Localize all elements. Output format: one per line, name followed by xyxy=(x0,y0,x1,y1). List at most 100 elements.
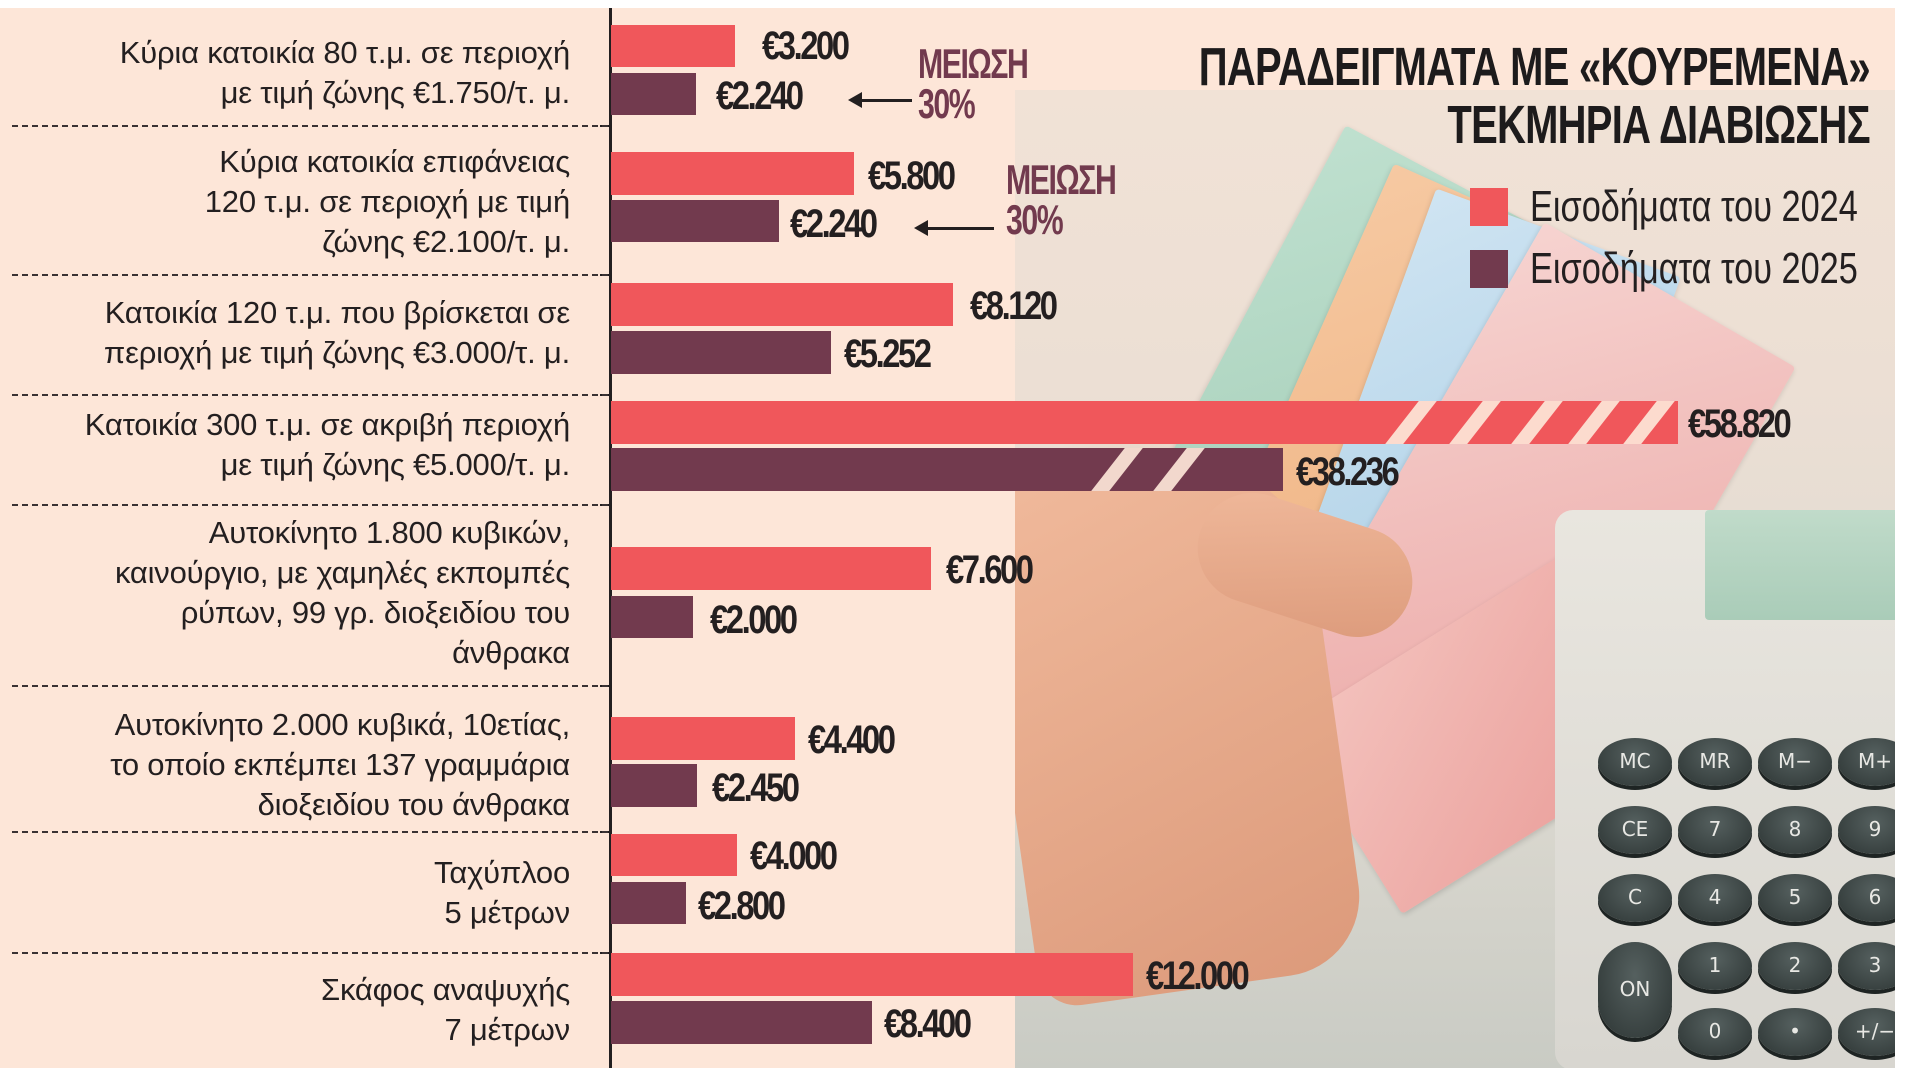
row-label: Αυτοκίνητο 2.000 κυβικά, 10ετίας, το οπο… xyxy=(110,705,570,825)
legend-label-2024: Εισοδήματα του 2024 xyxy=(1530,182,1858,231)
bar-2025 xyxy=(611,331,831,374)
calc-key: +/− xyxy=(1838,1008,1895,1056)
value-2024: €5.800 xyxy=(868,154,956,198)
legend-label-2025: Εισοδήματα του 2025 xyxy=(1530,244,1858,293)
row-separator xyxy=(12,952,608,954)
value-2025: €5.252 xyxy=(844,332,932,376)
value-2024: €4.400 xyxy=(808,718,896,762)
bar-2025 xyxy=(611,882,686,924)
reduction-percent: 30% xyxy=(918,80,976,127)
row-label-line: με τιμή ζώνης €5.000/τ. μ. xyxy=(220,447,571,482)
row-label-line: 5 μέτρων xyxy=(444,895,570,930)
bar-2024-broken xyxy=(611,401,1678,444)
calc-key: MC xyxy=(1598,738,1672,786)
row-label-line: ρύπων, 99 γρ. διοξειδίου του xyxy=(180,595,570,630)
row-label-line: καινούργιο, με χαμηλές εκπομπές xyxy=(114,555,570,590)
bar-2024 xyxy=(611,834,737,876)
category-axis xyxy=(609,8,612,1068)
bar-2024 xyxy=(611,25,735,67)
calc-key: 5 xyxy=(1758,874,1832,922)
value-2024: €12.000 xyxy=(1146,954,1250,998)
row-label-line: Αυτοκίνητο 1.800 κυβικών, xyxy=(208,515,570,550)
calc-key: 4 xyxy=(1678,874,1752,922)
calc-key: • xyxy=(1758,1008,1832,1056)
value-2024: €4.000 xyxy=(750,834,838,878)
calc-key: 6 xyxy=(1838,874,1895,922)
calc-key: M+ xyxy=(1838,738,1895,786)
value-2025: €2.450 xyxy=(712,766,800,810)
row-label-line: Κύρια κατοικία επιφάνειας xyxy=(219,144,570,179)
value-2025: €38.236 xyxy=(1296,450,1400,494)
calc-key: 7 xyxy=(1678,806,1752,854)
row-separator xyxy=(12,394,608,396)
legend-swatch-2024 xyxy=(1470,188,1508,226)
row-label: Κύρια κατοικία 80 τ.μ. σε περιοχή με τιμ… xyxy=(120,33,570,113)
row-label-line: 120 τ.μ. σε περιοχή με τιμή xyxy=(204,184,570,219)
legend-swatch-2025 xyxy=(1470,250,1508,288)
bar-2024 xyxy=(611,717,795,760)
background-photo: MC MR M− M+ CE 7 8 9 C 4 5 6 ON 1 2 3 0 … xyxy=(1015,90,1895,1068)
row-separator xyxy=(12,685,608,687)
reduction-label: ΜΕΙΩΣΗ xyxy=(918,40,1029,87)
reduction-annotation: ΜΕΙΩΣΗ 30% xyxy=(918,40,1029,127)
chart-title: ΠΑΡΑΔΕΙΓΜΑΤΑ ΜΕ «ΚΟΥΡΕΜΕΝΑ» ΤΕΚΜΗΡΙΑ ΔΙΑ… xyxy=(1198,37,1871,155)
row-label-line: Ταχύπλοο xyxy=(434,855,570,890)
arrow-left-icon xyxy=(848,92,912,108)
row-label-line: 7 μέτρων xyxy=(444,1012,570,1047)
bar-2024 xyxy=(611,547,931,590)
calc-key: C xyxy=(1598,874,1672,922)
value-2024: €7.600 xyxy=(946,548,1034,592)
bar-2025 xyxy=(611,200,779,242)
value-2024: €58.820 xyxy=(1688,402,1792,446)
row-separator xyxy=(12,504,608,506)
row-label: Κατοικία 120 τ.μ. που βρίσκεται σε περιο… xyxy=(104,293,570,373)
calc-key: 8 xyxy=(1758,806,1832,854)
row-label-line: με τιμή ζώνης €1.750/τ. μ. xyxy=(220,75,571,110)
calc-key: 0 xyxy=(1678,1008,1752,1056)
row-label-line: Σκάφος αναψυχής xyxy=(321,972,570,1007)
row-label-line: Κατοικία 120 τ.μ. που βρίσκεται σε xyxy=(104,295,571,330)
calc-key: CE xyxy=(1598,806,1672,854)
row-label-line: Αυτοκίνητο 2.000 κυβικά, 10ετίας, xyxy=(114,707,571,742)
bar-2024 xyxy=(611,152,854,195)
infographic: MC MR M− M+ CE 7 8 9 C 4 5 6 ON 1 2 3 0 … xyxy=(0,8,1895,1068)
row-label: Κύρια κατοικία επιφάνειας 120 τ.μ. σε πε… xyxy=(205,142,570,262)
calc-key: MR xyxy=(1678,738,1752,786)
chart-title-line1: ΠΑΡΑΔΕΙΓΜΑΤΑ ΜΕ «ΚΟΥΡΕΜΕΝΑ» xyxy=(1198,37,1871,97)
row-label-line: Κύρια κατοικία 80 τ.μ. σε περιοχή xyxy=(119,35,570,70)
row-label-line: ζώνης €2.100/τ. μ. xyxy=(322,224,570,259)
bar-2025 xyxy=(611,73,696,115)
row-label: Αυτοκίνητο 1.800 κυβικών, καινούργιο, με… xyxy=(115,513,570,673)
reduction-percent: 30% xyxy=(1006,196,1064,243)
bar-2024 xyxy=(611,953,1133,996)
row-separator xyxy=(12,125,608,127)
value-2025: €2.800 xyxy=(698,884,786,928)
value-2025: €8.400 xyxy=(884,1002,972,1046)
row-label-line: διοξειδίου του άνθρακα xyxy=(257,787,571,822)
row-label: Σκάφος αναψυχής 7 μέτρων xyxy=(321,970,570,1050)
bar-2025 xyxy=(611,1001,872,1044)
value-2024: €3.200 xyxy=(762,24,850,68)
row-label-line: Κατοικία 300 τ.μ. σε ακριβή περιοχή xyxy=(84,407,570,442)
reduction-annotation: ΜΕΙΩΣΗ 30% xyxy=(1006,156,1117,243)
calc-key: ON xyxy=(1598,942,1672,1038)
value-2025: €2.240 xyxy=(790,202,878,246)
reduction-label: ΜΕΙΩΣΗ xyxy=(1006,156,1117,203)
calc-key: 9 xyxy=(1838,806,1895,854)
calc-key: 2 xyxy=(1758,942,1832,990)
arrow-left-icon xyxy=(914,220,994,236)
row-separator xyxy=(12,274,608,276)
calc-key: 1 xyxy=(1678,942,1752,990)
bar-2024 xyxy=(611,283,953,326)
chart-title-line2: ΤΕΚΜΗΡΙΑ ΔΙΑΒΙΩΣΗΣ xyxy=(1447,95,1871,155)
row-separator xyxy=(12,831,608,833)
value-2025: €2.000 xyxy=(710,598,798,642)
bar-2025 xyxy=(611,764,697,807)
value-2024: €8.120 xyxy=(970,284,1058,328)
row-label-line: άνθρακα xyxy=(452,635,570,670)
row-label: Ταχύπλοο 5 μέτρων xyxy=(434,853,570,933)
calc-key: 3 xyxy=(1838,942,1895,990)
calc-key: M− xyxy=(1758,738,1832,786)
bar-2025 xyxy=(611,596,693,638)
calculator-screen xyxy=(1705,510,1895,620)
